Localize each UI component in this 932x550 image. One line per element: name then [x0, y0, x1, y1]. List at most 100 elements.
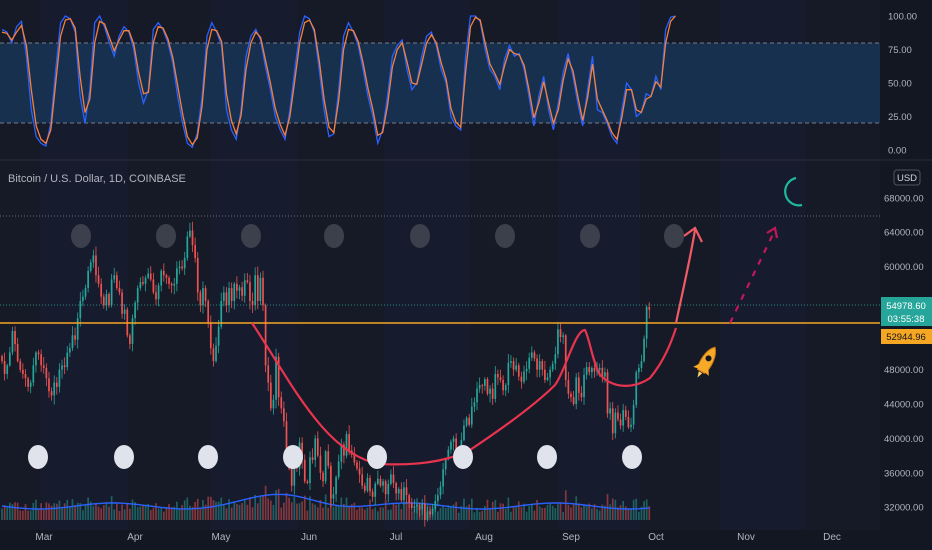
- candle-body: [379, 478, 382, 486]
- candle-body: [319, 455, 322, 473]
- projection-arrow-solid-head: [683, 226, 703, 243]
- candle-body: [89, 262, 92, 271]
- volume-bar: [134, 502, 136, 520]
- volume-bar: [557, 504, 559, 520]
- projection-arrow-dashed: [729, 229, 776, 324]
- candle-body: [343, 444, 345, 456]
- candle-body: [246, 280, 249, 283]
- volume-bar: [591, 508, 593, 520]
- volume-bar: [437, 511, 439, 520]
- oscillator-tick-label: 75.00: [888, 45, 912, 56]
- candle-body: [392, 474, 395, 484]
- volume-bar: [580, 507, 583, 520]
- current-price-label: 54978.60: [886, 301, 926, 312]
- level-price-label: 52944.96: [886, 332, 926, 343]
- volume-bar: [363, 509, 366, 520]
- time-tick-label: May: [212, 532, 231, 543]
- candle-body: [437, 495, 439, 502]
- candle-body: [269, 382, 272, 409]
- moon-icon: [784, 176, 803, 207]
- volume-bar: [118, 510, 121, 520]
- candle-body: [149, 273, 152, 280]
- candle-body: [147, 273, 150, 278]
- volume-bar: [611, 498, 614, 520]
- projection-arrow-solid: [674, 229, 697, 324]
- volume-bar: [35, 499, 37, 520]
- candle-body: [497, 373, 499, 378]
- volume-bar: [113, 509, 116, 520]
- volume-bar: [499, 503, 502, 520]
- gray-circle-marker: [156, 224, 176, 248]
- candle-body: [478, 385, 481, 389]
- candle-body: [382, 481, 384, 486]
- volume-bar: [61, 507, 63, 520]
- volume-bar: [447, 505, 450, 520]
- volume-bar: [528, 506, 531, 520]
- candle-body: [259, 277, 262, 301]
- volume-bar: [8, 502, 11, 520]
- volume-bar: [337, 505, 340, 520]
- volume-bar: [280, 507, 283, 520]
- candle-body: [311, 457, 314, 460]
- price-tick-label: 36000.00: [884, 468, 924, 479]
- candle-body: [619, 419, 622, 426]
- volume-bar: [585, 506, 588, 520]
- volume-bar: [1, 508, 3, 520]
- candle-body: [452, 438, 455, 442]
- candle-body: [50, 391, 53, 396]
- volume-bar: [544, 507, 546, 520]
- candle-body: [502, 379, 504, 391]
- candle-body: [397, 489, 400, 494]
- volume-bar: [48, 503, 50, 520]
- volume-bar: [575, 496, 578, 520]
- volume-bar: [29, 510, 32, 520]
- oscillator-tick-label: 0.00: [888, 146, 907, 157]
- volume-bar: [223, 505, 225, 520]
- candle-body: [591, 367, 593, 373]
- volume-bar: [71, 499, 74, 520]
- candle-body: [348, 434, 350, 451]
- white-circle-marker: [114, 445, 134, 469]
- candle-body: [144, 277, 147, 284]
- candle-body: [512, 361, 515, 370]
- volume-bar: [619, 504, 622, 520]
- volume-bar: [92, 506, 95, 520]
- volume-bar: [400, 509, 403, 520]
- candle-body: [431, 508, 434, 514]
- gray-circle-marker: [241, 224, 261, 248]
- volume-bar: [502, 503, 504, 520]
- gray-circle-marker: [495, 224, 515, 248]
- oscillator-tick-label: 50.00: [888, 79, 912, 90]
- candle-body: [113, 275, 116, 280]
- candle-body: [115, 275, 118, 289]
- volume-bar: [42, 509, 45, 520]
- volume-bar: [306, 510, 309, 520]
- currency-badge[interactable]: [893, 169, 921, 186]
- candle-body: [455, 438, 457, 454]
- volume-bar: [637, 511, 640, 520]
- volume-bar: [356, 509, 358, 520]
- volume-bar: [541, 507, 544, 520]
- volume-bar: [259, 495, 262, 520]
- candle-body: [423, 503, 426, 520]
- candle-body: [155, 292, 157, 300]
- candle-body: [517, 365, 520, 377]
- volume-bar: [455, 501, 457, 520]
- candle-body: [285, 421, 288, 452]
- volume-bar: [275, 490, 277, 520]
- candle-body: [53, 382, 56, 396]
- candle-body: [337, 461, 340, 478]
- candle-body: [640, 361, 643, 368]
- volume-bar: [168, 504, 170, 520]
- volume-bar: [559, 502, 562, 520]
- candle-body: [468, 417, 471, 425]
- candle-body: [371, 491, 374, 497]
- volume-bar: [69, 506, 71, 520]
- candle-body: [212, 348, 215, 362]
- price-tick-label: 40000.00: [884, 434, 924, 445]
- candle-body: [92, 255, 95, 263]
- candle-body: [48, 378, 50, 392]
- gray-circle-marker: [580, 224, 600, 248]
- candle-body: [418, 504, 421, 510]
- candle-body: [598, 367, 601, 370]
